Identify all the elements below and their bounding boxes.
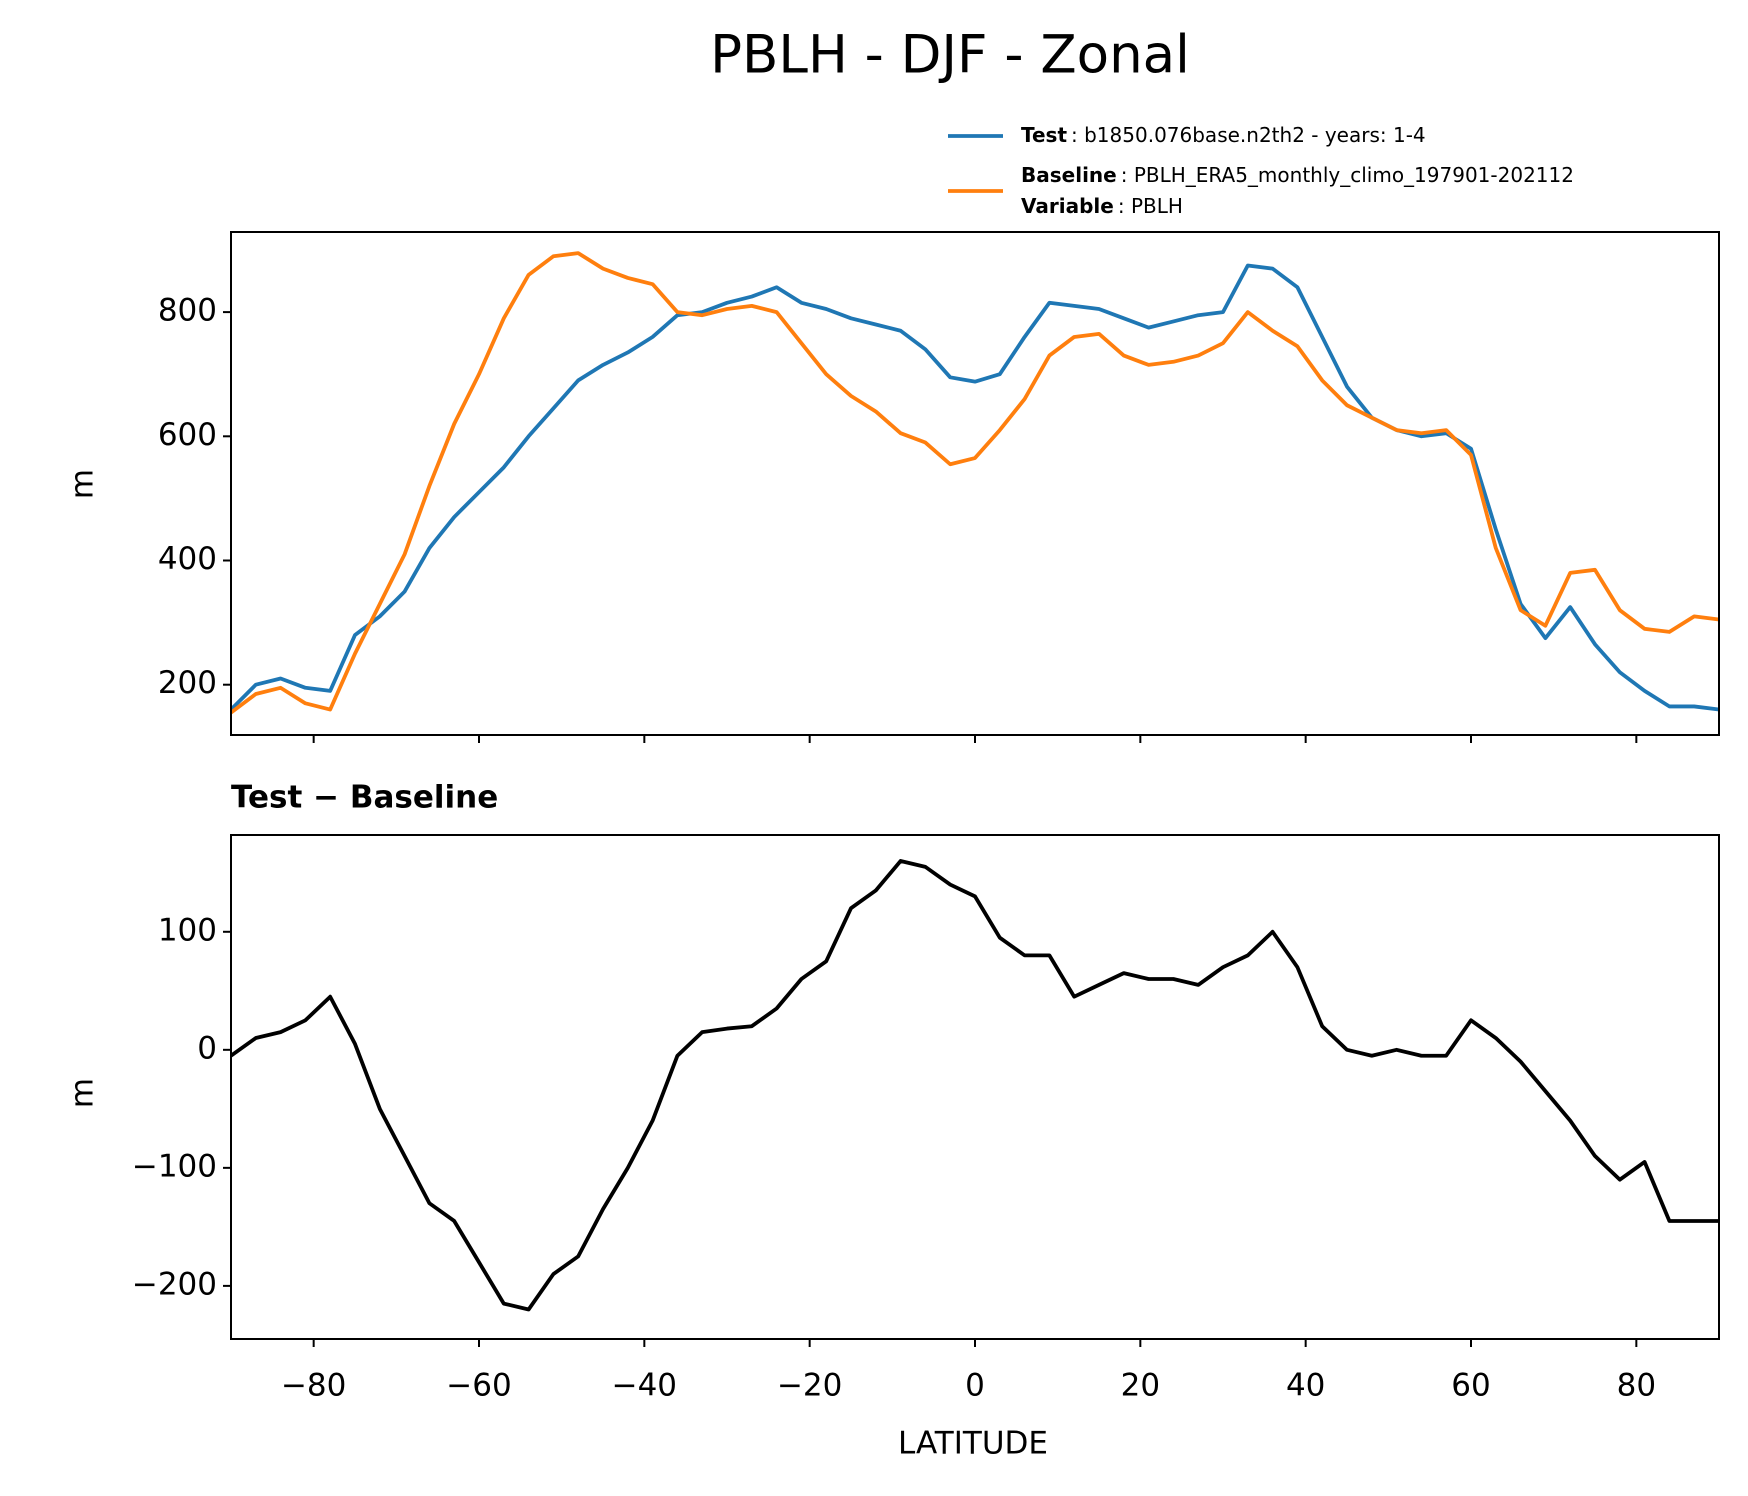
y-tick-label: 400 [158, 541, 217, 577]
x-tick-label: 40 [1286, 1368, 1325, 1404]
x-tick-label: −40 [612, 1368, 677, 1404]
legend-description: : PBLH_ERA5_monthly_climo_197901-202112 [1121, 163, 1574, 187]
plot-frame [230, 834, 1720, 1340]
data-line [231, 263, 1719, 712]
x-tick-label: −60 [446, 1368, 511, 1404]
y-tick-label: −100 [132, 1148, 217, 1184]
legend-label: Baseline: PBLH_ERA5_monthly_climo_197901… [1021, 163, 1574, 187]
legend-label: Test: b1850.076base.n2th2 - years: 1-4 [1021, 123, 1426, 147]
subplot-title: Test − Baseline [231, 780, 498, 816]
legend-name: Variable [1021, 194, 1114, 218]
y-tick-label: −200 [132, 1266, 217, 1302]
x-tick-label: −20 [777, 1368, 842, 1404]
y-tick-label: 800 [158, 293, 217, 329]
y-tick-label: 600 [158, 417, 217, 453]
x-tick-label: 0 [965, 1368, 985, 1404]
x-tick-label: 60 [1451, 1368, 1490, 1404]
figure-title: PBLH - DJF - Zonal [710, 25, 1190, 86]
legend-name: Baseline [1021, 163, 1117, 187]
data-line [231, 859, 1719, 1312]
x-axis-label: LATITUDE [898, 1426, 1048, 1462]
y-axis-label: m [65, 469, 101, 499]
legend-description: : PBLH [1118, 194, 1183, 218]
legend-name: Test [1021, 123, 1067, 147]
legend-description: : b1850.076base.n2th2 - years: 1-4 [1071, 123, 1426, 147]
y-tick-label: 100 [158, 912, 217, 948]
plot-area [231, 859, 1719, 1312]
y-tick-label: 200 [158, 665, 217, 701]
plot-frame [230, 231, 1720, 736]
y-axis-label: m [65, 1078, 101, 1108]
plot-area [231, 251, 1719, 715]
y-tick-label: 0 [197, 1030, 217, 1066]
legend: Test: b1850.076base.n2th2 - years: 1-4 Ba… [948, 123, 1574, 218]
x-tick-label: 20 [1121, 1368, 1160, 1404]
legend-label: Variable: PBLH [1021, 194, 1183, 218]
x-tick-label: −80 [281, 1368, 346, 1404]
data-line [231, 251, 1719, 715]
x-tick-label: 80 [1617, 1368, 1656, 1404]
